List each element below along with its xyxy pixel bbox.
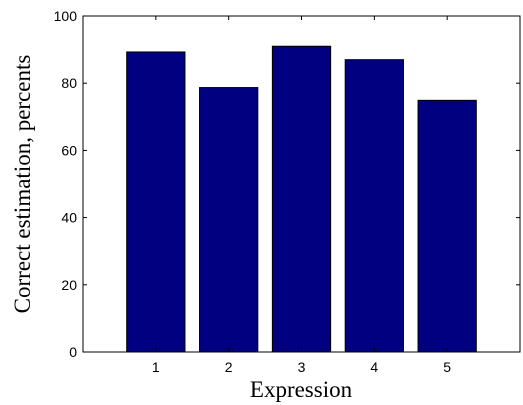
y-tick-label: 60 <box>61 142 77 158</box>
x-tick-label: 3 <box>298 359 306 375</box>
x-tick-label: 1 <box>152 359 160 375</box>
y-tick-label: 40 <box>61 210 77 226</box>
y-axis-ticks: 0 20 40 60 80 100 <box>54 8 520 360</box>
x-axis-ticks: 1 2 3 4 5 <box>152 16 451 375</box>
x-axis-label: Expression <box>250 377 353 402</box>
y-tick-label: 0 <box>69 344 77 360</box>
y-axis-label: Correct estimation, percents <box>10 55 35 314</box>
x-tick-label: 5 <box>443 359 451 375</box>
bars <box>126 45 477 353</box>
x-tick-label: 2 <box>225 359 233 375</box>
bar-1 <box>126 51 186 353</box>
x-tick-label: 4 <box>370 359 378 375</box>
y-tick-label: 100 <box>54 8 78 24</box>
y-tick-label: 80 <box>61 75 77 91</box>
bar-3 <box>271 45 332 353</box>
y-tick-label: 20 <box>61 277 77 293</box>
bar-4 <box>344 59 404 353</box>
bar-5 <box>417 99 477 353</box>
bar-2 <box>199 87 259 353</box>
